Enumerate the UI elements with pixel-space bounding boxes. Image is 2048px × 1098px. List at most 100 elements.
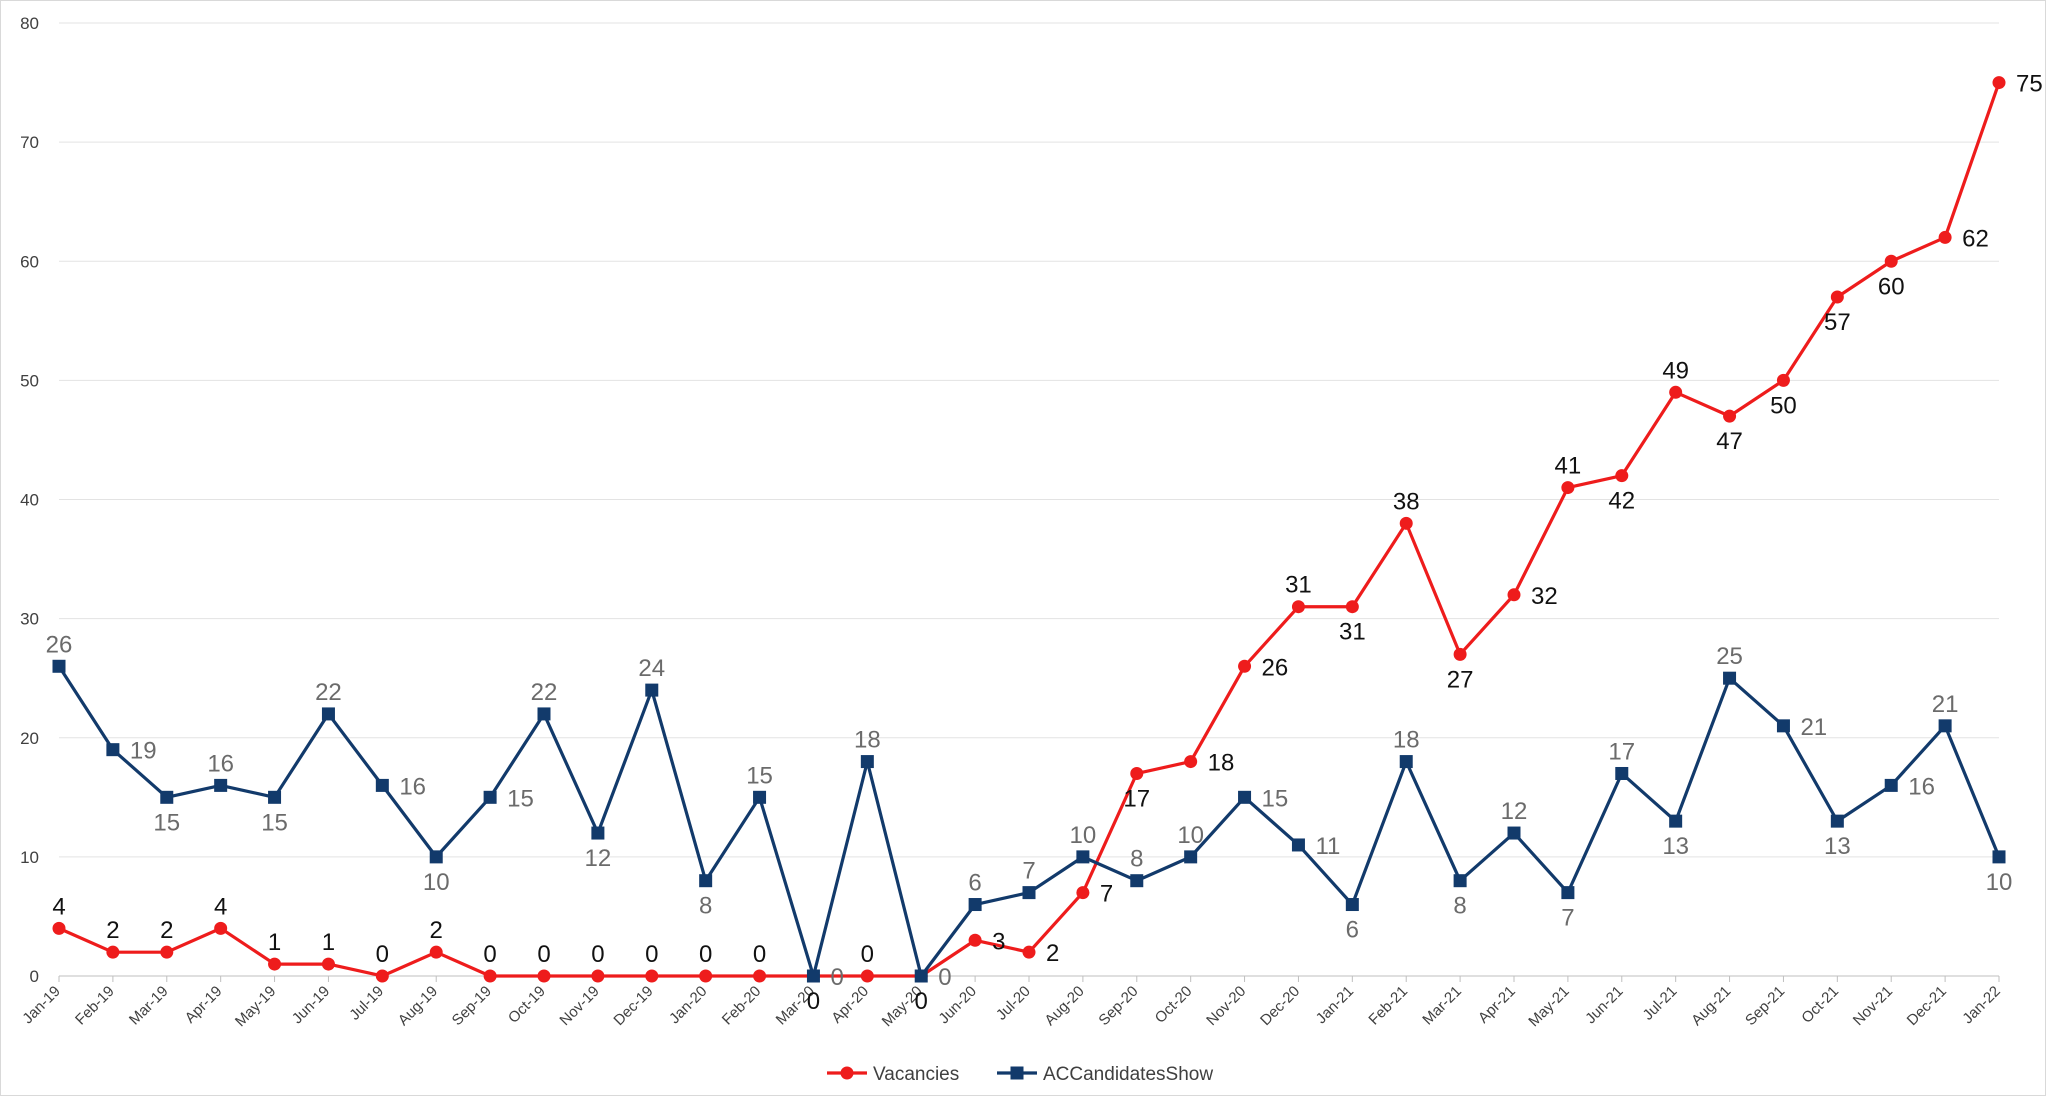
vacancies-point xyxy=(1453,647,1467,661)
vacancies-point xyxy=(1130,766,1144,780)
vacancies-data-label: 1 xyxy=(322,929,335,956)
x-tick-label: Sep-21 xyxy=(1742,983,1788,1029)
candidates-point xyxy=(214,778,228,792)
x-tick-label: Mar-21 xyxy=(1419,983,1465,1029)
x-tick-label: Dec-19 xyxy=(610,983,656,1029)
x-tick-label: May-19 xyxy=(232,983,279,1030)
vacancies-data-label: 4 xyxy=(52,893,65,920)
vacancies-point xyxy=(1345,600,1359,614)
candidates-point xyxy=(429,850,443,864)
y-tick-label: 0 xyxy=(30,967,39,986)
candidates-data-label: 10 xyxy=(1177,822,1204,849)
x-tick-label: Oct-21 xyxy=(1798,983,1842,1027)
vacancies-point xyxy=(537,969,551,983)
candidates-data-label: 12 xyxy=(1501,798,1528,825)
vacancies-point xyxy=(214,921,228,935)
candidates-point xyxy=(1345,898,1359,912)
y-tick-label: 10 xyxy=(20,848,39,867)
candidates-data-label: 13 xyxy=(1824,833,1851,860)
series-line-vacancies xyxy=(58,82,2001,978)
y-tick-label: 70 xyxy=(20,133,39,152)
candidates-data-label: 22 xyxy=(315,679,342,706)
candidates-data-label: 19 xyxy=(130,738,157,765)
vacancies-data-label: 0 xyxy=(537,941,550,968)
x-tick-label: Feb-20 xyxy=(719,983,765,1029)
x-tick-label: Oct-19 xyxy=(505,983,549,1027)
vacancies-point xyxy=(1938,230,1952,244)
vacancies-point xyxy=(1830,290,1844,304)
legend-label: ACCandidatesShow xyxy=(1043,1064,1213,1085)
vacancies-point xyxy=(753,969,767,983)
vacancies-data-label: 32 xyxy=(1531,583,1558,610)
candidates-data-label: 7 xyxy=(1561,905,1574,932)
candidates-point xyxy=(753,790,767,804)
vacancies-data-label: 2 xyxy=(106,917,119,944)
candidates-point xyxy=(483,790,497,804)
candidates-data-label: 15 xyxy=(746,762,773,789)
vacancies-point xyxy=(1992,76,2006,90)
series-group xyxy=(52,76,2006,983)
candidates-point xyxy=(1723,671,1737,685)
candidates-data-label: 6 xyxy=(968,870,981,897)
gridlines xyxy=(59,22,1999,977)
x-tick-label: Nov-21 xyxy=(1850,983,1896,1029)
vacancies-data-label: 50 xyxy=(1770,392,1797,419)
vacancies-data-label: 2 xyxy=(1046,940,1059,967)
x-tick-label: Jan-20 xyxy=(666,983,710,1027)
vacancies-point xyxy=(591,969,605,983)
vacancies-data-label: 4 xyxy=(214,893,227,920)
vacancies-data-label: 0 xyxy=(807,988,820,1015)
x-tick-label: Jul-19 xyxy=(346,983,387,1024)
candidates-data-label: 13 xyxy=(1662,833,1689,860)
vacancies-point xyxy=(321,957,335,971)
vacancies-data-label: 18 xyxy=(1208,750,1235,777)
vacancies-point xyxy=(1561,481,1575,495)
candidates-point xyxy=(699,874,713,888)
vacancies-data-label: 27 xyxy=(1447,666,1474,693)
x-tick-label: Oct-20 xyxy=(1152,983,1196,1027)
candidates-point xyxy=(1776,719,1790,733)
y-tick-label: 40 xyxy=(20,491,39,510)
y-tick-label: 30 xyxy=(20,610,39,629)
vacancies-data-label: 0 xyxy=(699,941,712,968)
candidates-data-label: 22 xyxy=(531,679,558,706)
x-tick-label: Feb-21 xyxy=(1365,983,1411,1029)
vacancies-data-label: 57 xyxy=(1824,309,1851,336)
vacancies-point xyxy=(1669,385,1683,399)
candidates-data-label: 15 xyxy=(507,785,534,812)
candidates-point xyxy=(591,826,605,840)
x-tick-label: Jul-20 xyxy=(993,983,1034,1024)
vacancies-data-label: 42 xyxy=(1608,488,1635,515)
vacancies-data-label: 38 xyxy=(1393,488,1420,515)
candidates-data-label: 16 xyxy=(207,750,234,777)
candidates-data-label: 18 xyxy=(854,727,881,754)
vacancies-data-label: 0 xyxy=(591,941,604,968)
vacancies-data-label: 47 xyxy=(1716,428,1743,455)
vacancies-data-label: 0 xyxy=(483,941,496,968)
vacancies-data-label: 41 xyxy=(1555,453,1582,480)
legend-label: Vacancies xyxy=(873,1064,959,1085)
x-tick-label: Jun-21 xyxy=(1582,983,1626,1027)
vacancies-point xyxy=(160,945,174,959)
candidates-point xyxy=(1992,850,2006,864)
candidates-data-label: 10 xyxy=(1986,869,2013,896)
vacancies-point xyxy=(1723,409,1737,423)
x-tick-label: Jan-21 xyxy=(1313,983,1357,1027)
vacancies-point xyxy=(106,945,120,959)
candidates-point xyxy=(1076,850,1090,864)
vacancies-data-label: 3 xyxy=(992,928,1005,955)
vacancies-data-label: 49 xyxy=(1662,357,1689,384)
vacancies-point xyxy=(1184,755,1198,769)
vacancies-data-label: 0 xyxy=(861,941,874,968)
candidates-point xyxy=(268,790,282,804)
vacancies-point xyxy=(1615,469,1629,483)
candidates-data-label: 15 xyxy=(1262,785,1289,812)
candidates-point xyxy=(1615,766,1629,780)
x-tick-label: Jan-22 xyxy=(1959,983,2003,1027)
candidates-point xyxy=(106,743,120,757)
vacancies-point xyxy=(860,969,874,983)
vacancies-data-label: 7 xyxy=(1100,881,1113,908)
x-tick-label: Apr-21 xyxy=(1475,983,1519,1027)
